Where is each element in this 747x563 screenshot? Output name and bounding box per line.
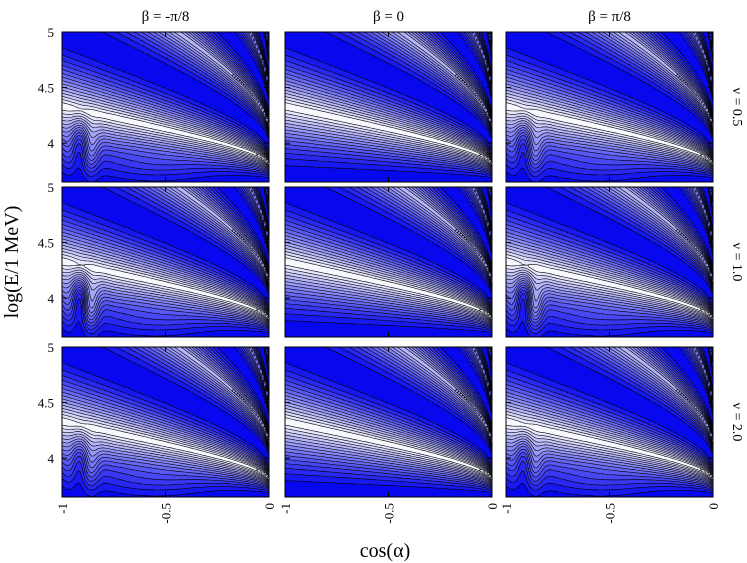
contour-panel-2-2: -1 -0.5 0	[499, 347, 721, 524]
contour-field	[62, 187, 270, 337]
x-tick-label: -1	[278, 503, 293, 514]
y-tick-label: 5	[48, 180, 55, 195]
contour-panel-1-2: -1 -0.5 0	[278, 347, 500, 524]
x-tick-label: 0	[262, 503, 277, 510]
column-label: β = 0	[373, 9, 404, 25]
contour-field	[506, 32, 714, 182]
x-tick-label: -0.5	[159, 503, 174, 524]
contour-field	[506, 187, 714, 337]
y-tick-label: 4.5	[38, 396, 54, 411]
x-tick-label: 0	[706, 503, 721, 510]
row-label: ν = 0.5	[729, 88, 744, 127]
row-label: ν = 1.0	[729, 243, 744, 282]
contour-panel-0-2: 4 4.5 5 -1 -0.5 0	[38, 340, 277, 524]
contour-field	[62, 347, 270, 497]
x-tick-label: -1	[55, 503, 70, 514]
contour-panel-2-0	[506, 32, 714, 182]
contour-field	[285, 32, 493, 182]
row-label: ν = 2.0	[729, 403, 744, 442]
contour-panel-0-1: 44.55	[38, 180, 270, 337]
x-tick-label: -0.5	[603, 503, 618, 524]
contour-panel-0-0: 44.55	[38, 25, 270, 182]
contour-panel-1-1	[285, 187, 493, 337]
y-tick-label: 4.5	[38, 236, 54, 251]
contour-field	[506, 347, 714, 497]
y-tick-label: 4	[48, 291, 55, 306]
column-label: β = π/8	[588, 9, 631, 25]
contour-field	[62, 32, 270, 182]
x-axis-title: cos(α)	[360, 540, 410, 562]
x-tick-label: -1	[499, 503, 514, 514]
x-tick-label: 0	[485, 503, 500, 510]
y-tick-label: 4.5	[38, 81, 54, 96]
contour-field	[285, 187, 493, 337]
column-label: β = -π/8	[142, 9, 190, 25]
y-tick-label: 5	[48, 25, 55, 40]
x-tick-label: -0.5	[382, 503, 397, 524]
contour-field	[285, 347, 493, 497]
y-tick-label: 5	[48, 340, 55, 355]
contour-panel-2-1	[506, 187, 714, 337]
y-tick-label: 4	[48, 136, 55, 151]
contour-panel-1-0	[285, 32, 493, 182]
y-tick-label: 4	[48, 451, 55, 466]
y-axis-title: log(E/1 MeV)	[1, 206, 23, 319]
